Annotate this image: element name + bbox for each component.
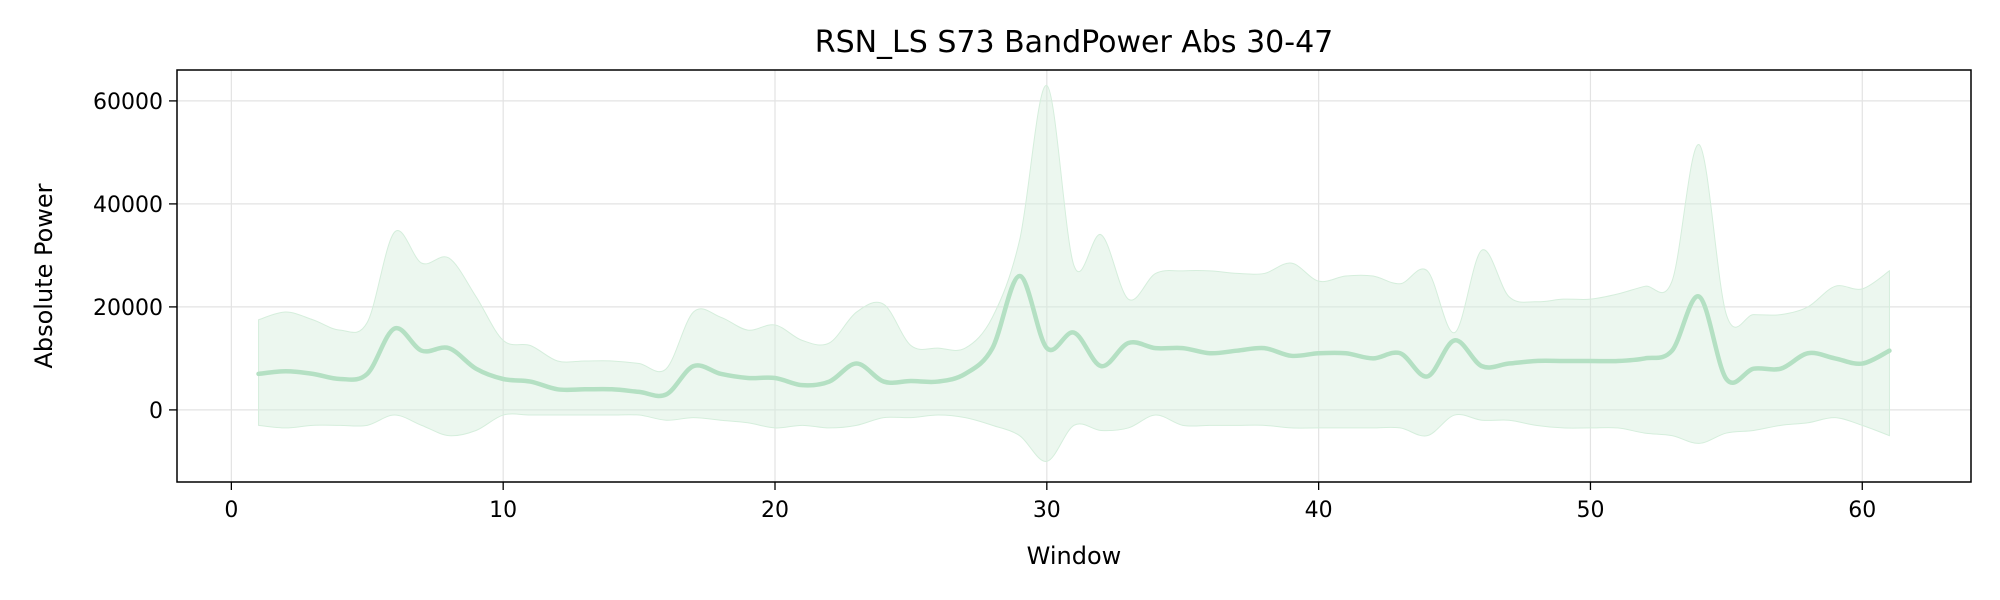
line-layer [256, 273, 1892, 399]
y-tick-label-0: 0 [149, 399, 163, 424]
x-tick-label-6: 60 [1848, 498, 1876, 523]
mean-line [256, 273, 1892, 399]
x-tick-label-1: 10 [489, 498, 517, 523]
x-tick-label-0: 0 [224, 498, 238, 523]
y-axis-title: Absolute Power [30, 183, 58, 368]
chart-title: RSN_LS S73 BandPower Abs 30-47 [815, 25, 1334, 60]
x-tick-label-4: 40 [1305, 498, 1333, 523]
grid [177, 70, 1971, 482]
x-tick-label-5: 50 [1576, 498, 1604, 523]
y-tick-label-1: 20000 [93, 296, 163, 321]
y-axis: 0 20000 40000 60000 [93, 90, 177, 424]
x-tick-label-3: 30 [1033, 498, 1061, 523]
y-tick-label-2: 40000 [93, 193, 163, 218]
x-axis: 0 10 20 30 40 50 60 [224, 482, 1876, 523]
y-tick-label-3: 60000 [93, 90, 163, 115]
plot-frame [176, 69, 1972, 483]
x-tick-label-2: 20 [761, 498, 789, 523]
x-axis-title: Window [1027, 542, 1122, 570]
